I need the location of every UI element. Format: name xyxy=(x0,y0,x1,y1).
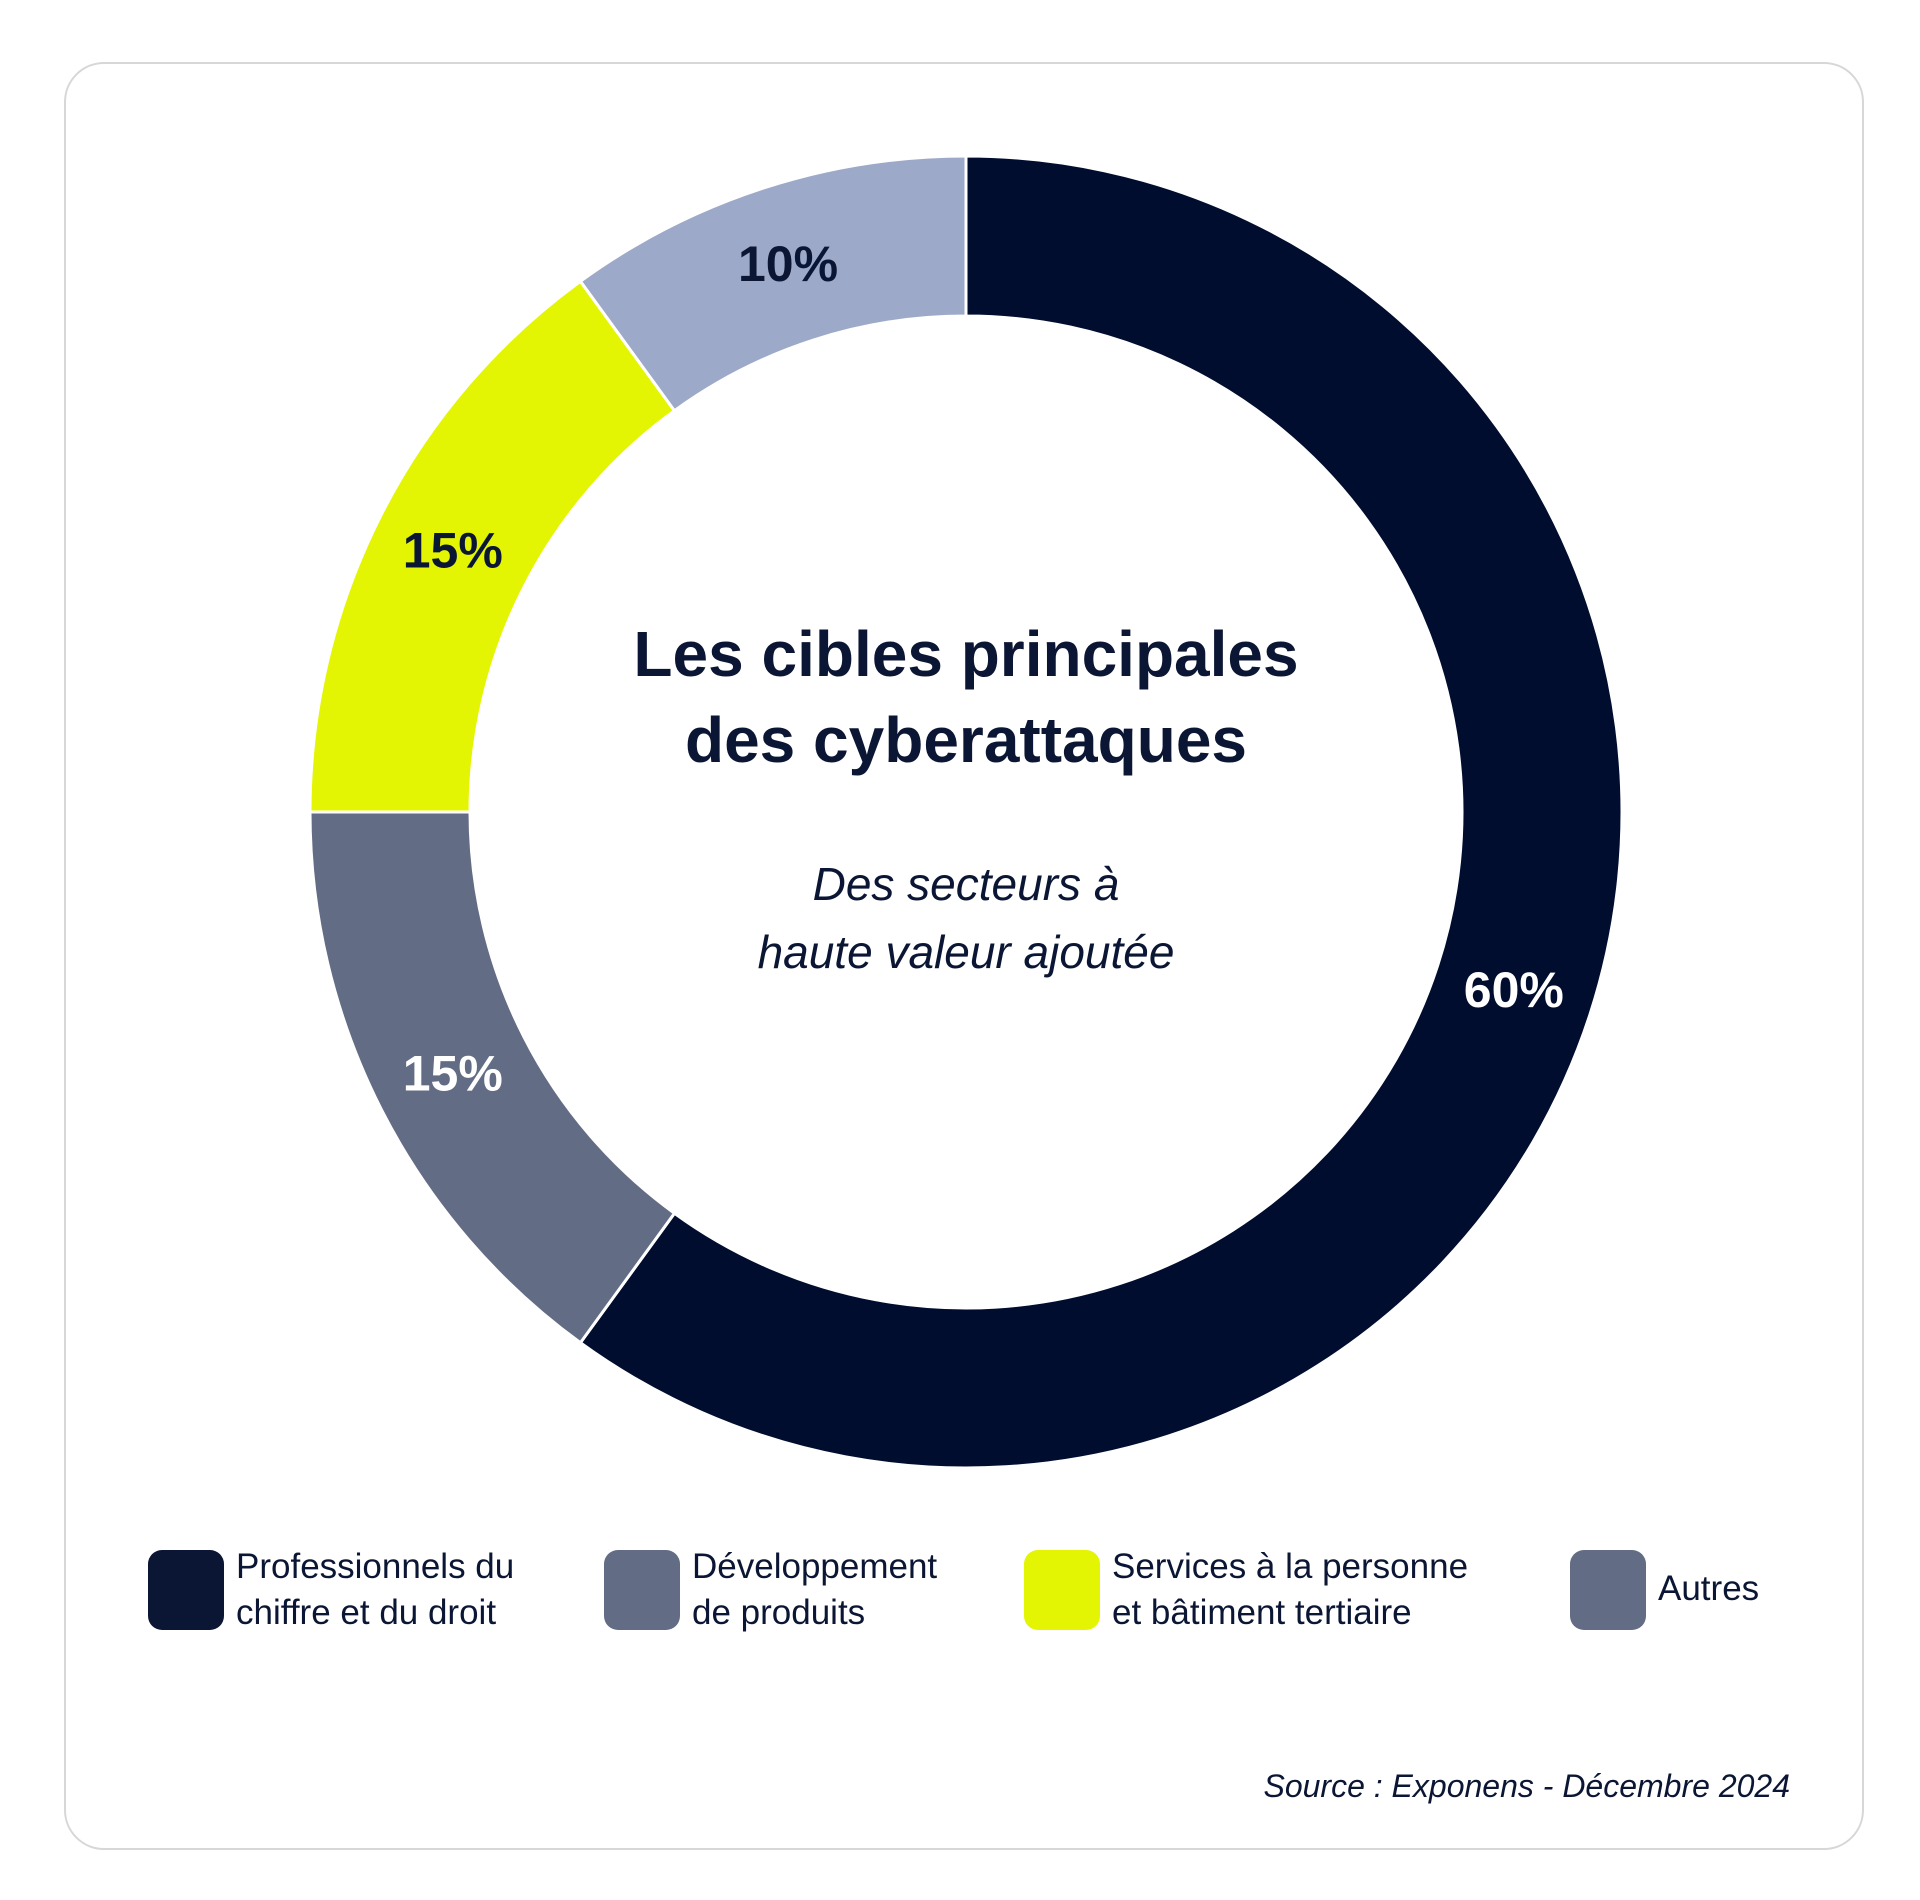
slice-value-label-3: 10% xyxy=(738,236,838,292)
legend-item-professionnels: Professionnels du chiffre et du droit xyxy=(148,1547,514,1636)
legend-swatch xyxy=(1570,1550,1646,1630)
slice-value-label-1: 15% xyxy=(403,1045,503,1101)
legend-item-autres: Autres xyxy=(1570,1550,1759,1630)
donut-slices xyxy=(308,154,1624,1470)
donut-slice-0 xyxy=(578,154,1624,1470)
chart-subtitle-line-2: haute valeur ajoutée xyxy=(758,926,1175,978)
legend-label: Professionnels du chiffre et du droit xyxy=(236,1547,515,1632)
donut-slice-3 xyxy=(578,154,968,413)
chart-title-line-1: Les cibles principales xyxy=(633,618,1298,690)
chart-legend: Professionnels du chiffre et du droit Dé… xyxy=(0,1547,1920,1640)
slice-value-label-0: 60% xyxy=(1464,962,1564,1018)
legend-swatch xyxy=(1024,1550,1100,1630)
source-note: Source : Exponens - Décembre 2024 xyxy=(1263,1768,1790,1804)
slice-value-label-2: 15% xyxy=(403,523,503,579)
legend-label: Services à la personne et bâtiment terti… xyxy=(1112,1547,1469,1632)
legend-label: Autres xyxy=(1658,1569,1760,1608)
chart-subtitle-line-1: Des secteurs à xyxy=(813,858,1120,910)
legend-label: Développement de produits xyxy=(692,1547,938,1632)
legend-swatch xyxy=(604,1550,680,1630)
legend-item-services: Services à la personne et bâtiment terti… xyxy=(1024,1547,1468,1636)
legend-item-developpement: Développement de produits xyxy=(604,1547,937,1636)
legend-swatch xyxy=(148,1550,224,1630)
slice-labels: 60% 15% 15% 10% xyxy=(403,236,1564,1101)
chart-title-line-2: des cyberattaques xyxy=(685,704,1247,776)
